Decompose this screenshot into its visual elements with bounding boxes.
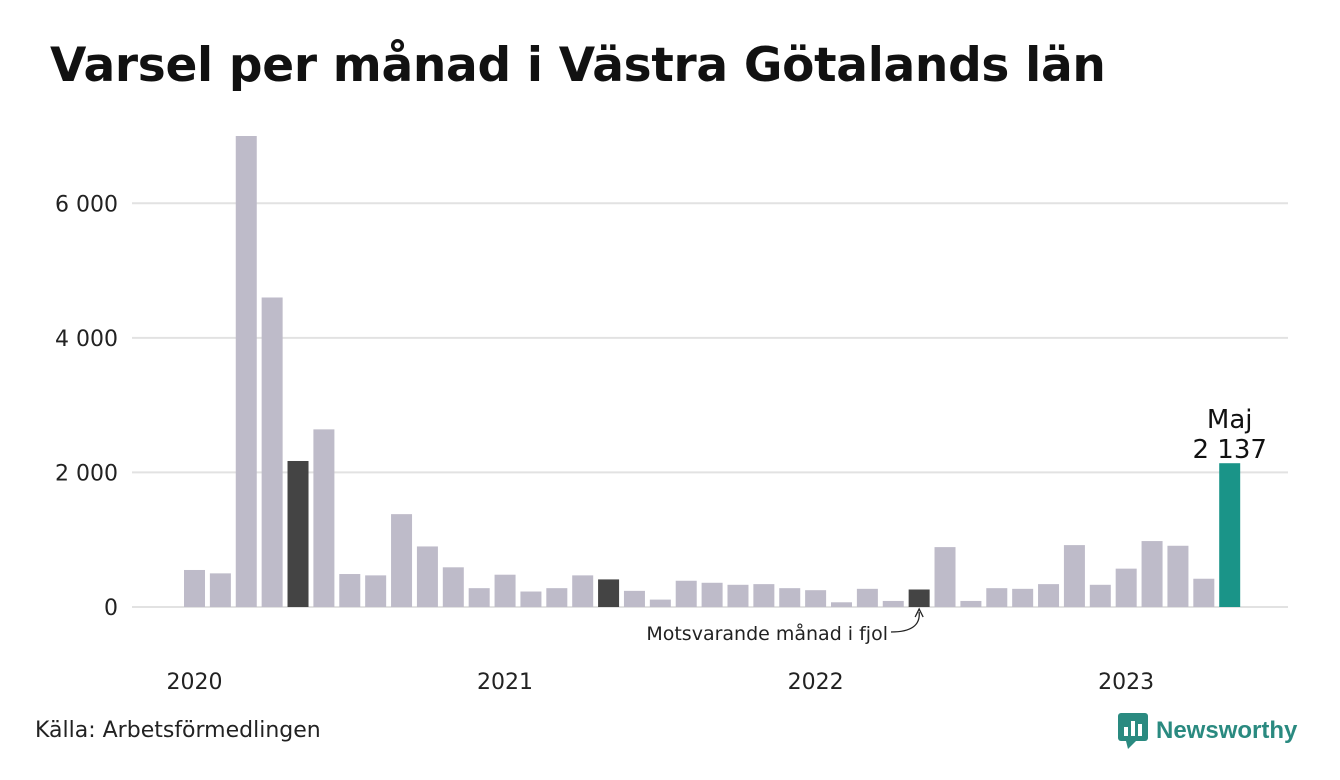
bar xyxy=(209,573,231,607)
bar xyxy=(416,546,438,607)
comparison-note: Motsvarande månad i fjol xyxy=(646,622,888,645)
bar xyxy=(572,575,594,607)
x-tick-label: 2020 xyxy=(167,670,223,695)
bar xyxy=(675,580,697,607)
comparison-arrow xyxy=(890,611,920,633)
bar-comparison xyxy=(598,579,620,607)
bar xyxy=(1063,545,1085,607)
bar xyxy=(235,136,257,607)
bar xyxy=(1115,568,1137,607)
bar xyxy=(546,588,568,607)
bar xyxy=(779,588,801,607)
chart-title: Varsel per månad i Västra Götalands län xyxy=(50,38,1106,93)
bar-highlight xyxy=(1219,463,1241,607)
bar xyxy=(313,429,335,607)
newsworthy-logo-icon xyxy=(1118,713,1148,749)
x-tick-label: 2023 xyxy=(1098,670,1154,695)
bar xyxy=(623,590,645,607)
bar xyxy=(494,574,516,607)
bar xyxy=(365,575,387,607)
bar-comparison xyxy=(287,460,309,607)
bar xyxy=(442,567,464,607)
bar xyxy=(261,297,283,607)
bar xyxy=(1012,588,1034,607)
bar-comparison xyxy=(908,589,930,607)
bar xyxy=(1038,584,1060,607)
bar xyxy=(960,600,982,607)
bar xyxy=(701,582,723,607)
y-tick-label: 4 000 xyxy=(55,327,118,352)
brand-name: Newsworthy xyxy=(1156,717,1298,744)
bar xyxy=(805,590,827,607)
bar xyxy=(986,588,1008,607)
bar xyxy=(856,588,878,607)
bar xyxy=(339,574,361,607)
bar xyxy=(753,584,775,607)
bar xyxy=(391,514,413,607)
source-note: Källa: Arbetsförmedlingen xyxy=(35,718,321,743)
bar xyxy=(1141,541,1163,607)
bar xyxy=(1193,578,1215,607)
bar xyxy=(468,588,490,607)
bar xyxy=(184,569,205,607)
bar xyxy=(934,547,956,607)
x-tick-label: 2021 xyxy=(477,670,533,695)
comparison-arrowhead xyxy=(914,607,924,618)
highlight-month-label: Maj xyxy=(1207,405,1253,435)
x-tick-label: 2022 xyxy=(788,670,844,695)
y-tick-label: 6 000 xyxy=(55,192,118,217)
y-tick-label: 2 000 xyxy=(55,461,118,486)
bar xyxy=(727,584,749,607)
bar xyxy=(1089,584,1111,607)
y-tick-label: 0 xyxy=(104,596,118,621)
brand-logo[interactable]: Newsworthy xyxy=(1118,713,1297,749)
highlight-value-label: 2 137 xyxy=(1192,435,1266,465)
bar xyxy=(520,591,542,607)
bar xyxy=(831,602,852,607)
bar xyxy=(882,600,904,607)
bar xyxy=(1167,545,1189,607)
bar xyxy=(649,599,671,607)
